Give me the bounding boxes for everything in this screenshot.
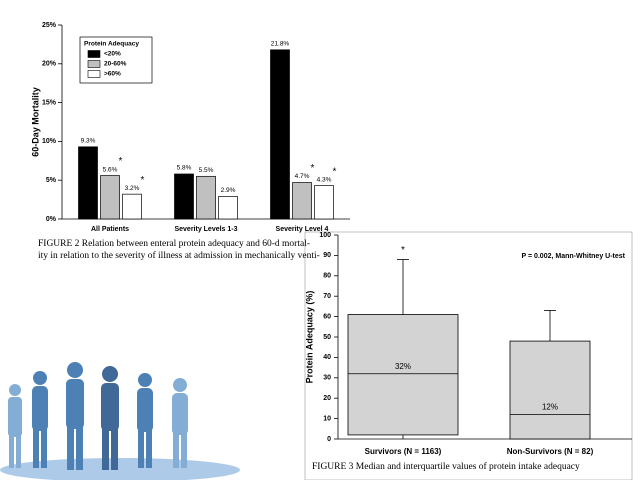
value-label: 5.8% [177, 165, 192, 172]
bar [196, 175, 216, 220]
x-tick-label: Severity Level 4 [276, 226, 329, 233]
median-label: 12% [542, 403, 558, 412]
bar [78, 146, 98, 220]
legend-swatch [87, 60, 101, 68]
bar [100, 175, 120, 220]
y-tick-label: 15% [42, 99, 57, 106]
y-tick-label: 20% [42, 61, 57, 68]
silhouettes [8, 362, 188, 470]
y-tick-label: 100 [319, 232, 331, 239]
legend-label: <20% [104, 51, 121, 58]
value-label: 3.2% [125, 185, 140, 192]
value-label: 4.7% [295, 173, 310, 180]
bar [122, 193, 142, 220]
y-tick-label: 30 [323, 375, 331, 382]
value-label: 21.8% [271, 41, 290, 48]
bar [218, 196, 238, 220]
test-note: P = 0.002, Mann-Whitney U-test [521, 253, 625, 260]
y-tick-label: 0% [46, 216, 57, 223]
figure-caption: FIGURE 3 Median and interquartile values… [312, 461, 580, 472]
y-tick-label: 90 [323, 252, 331, 259]
chart-1: 0% 5% 10% 15% 20% 25% 60-Day Mortality All Pati… [30, 22, 350, 261]
bar [270, 49, 290, 220]
legend-swatch [87, 70, 101, 78]
y-tick-label: 60 [323, 313, 331, 320]
legend-swatch [87, 50, 101, 58]
y-tick-label: 10 [323, 415, 331, 422]
y-tick-label: 10% [42, 138, 57, 145]
value-label: 4.3% [317, 176, 332, 183]
value-label: 5.5% [199, 167, 214, 174]
x-tick-label: Survivors (N = 1163) [365, 447, 442, 456]
y-tick-label: 40 [323, 354, 331, 361]
significance-mark: * [333, 166, 337, 177]
value-label: 9.3% [81, 138, 96, 145]
significance-mark: * [311, 163, 315, 174]
bar [292, 182, 312, 220]
bar [174, 173, 194, 220]
x-tick-label: Severity Levels 1-3 [174, 226, 237, 233]
y-tick-label: 20 [323, 395, 331, 402]
people-graphic [0, 362, 240, 480]
bar [314, 185, 334, 220]
x-tick-label: All Patients [91, 226, 129, 233]
figure-caption: ity in relation to the severity of illne… [38, 250, 320, 261]
chart-2: 0 10 20 30 40 50 60 70 80 90 100 Protein Adequacy (… [304, 232, 632, 472]
y-tick-label: 5% [46, 177, 57, 184]
page-number: Page 24 [572, 451, 622, 466]
value-label: 2.9% [221, 187, 236, 194]
y-tick-label: 50 [323, 334, 331, 341]
box [347, 314, 459, 436]
y-tick-label: 70 [323, 293, 331, 300]
legend-label: >60% [104, 71, 121, 78]
median-label: 32% [395, 362, 411, 371]
box [509, 340, 591, 440]
figure-caption: FIGURE 2 Relation between enteral protei… [38, 239, 310, 249]
significance-mark: * [119, 156, 123, 167]
y-tick-label: 25% [42, 22, 57, 29]
y-tick-label: 80 [323, 273, 331, 280]
value-label: 5.6% [103, 166, 118, 173]
x-tick-label: Non-Survivors (N = 82) [507, 447, 594, 456]
significance-mark: * [401, 245, 405, 256]
legend-label: 20-60% [104, 61, 127, 68]
floor-shadow [0, 458, 240, 480]
significance-mark: * [141, 175, 145, 186]
y-axis-label: 60-Day Mortality [30, 87, 40, 157]
legend-title: Protein Adequacy [84, 41, 139, 48]
y-axis-label: Protein Adequacy (%) [304, 291, 314, 384]
y-tick-label: 0 [327, 436, 331, 443]
